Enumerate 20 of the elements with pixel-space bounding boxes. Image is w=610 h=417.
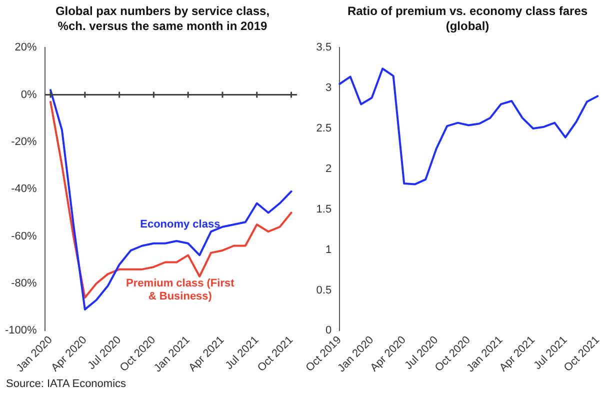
- y-tick-label: 2.5: [316, 122, 332, 135]
- y-tick-label: 0%: [20, 88, 38, 101]
- y-tick-label: -100%: [5, 324, 38, 337]
- y-tick-label: 20%: [14, 42, 37, 54]
- source-note: Source: IATA Economics: [6, 378, 128, 390]
- chart-title: Global pax numbers by service class, %ch. versus the same month in 2019: [54, 3, 271, 35]
- y-tick-label: 1.5: [316, 203, 332, 216]
- y-tick-label: 1: [325, 244, 332, 256]
- y-tick-label: 0.5: [316, 284, 332, 296]
- series-label: Premium class (First & Business): [126, 277, 235, 302]
- series-label: Economy class: [140, 218, 220, 230]
- y-tick-label: 3.5: [316, 42, 332, 54]
- y-tick-label: 0: [325, 324, 332, 337]
- chart-title: Ratio of premium vs. economy class fares (global): [346, 3, 589, 35]
- y-tick-label: -40%: [11, 183, 38, 196]
- y-tick-label: -60%: [11, 230, 38, 242]
- y-tick-label: -80%: [11, 278, 38, 290]
- y-tick-label: -20%: [11, 136, 38, 148]
- y-tick-label: 3: [325, 82, 332, 94]
- y-tick-label: 2: [325, 162, 332, 175]
